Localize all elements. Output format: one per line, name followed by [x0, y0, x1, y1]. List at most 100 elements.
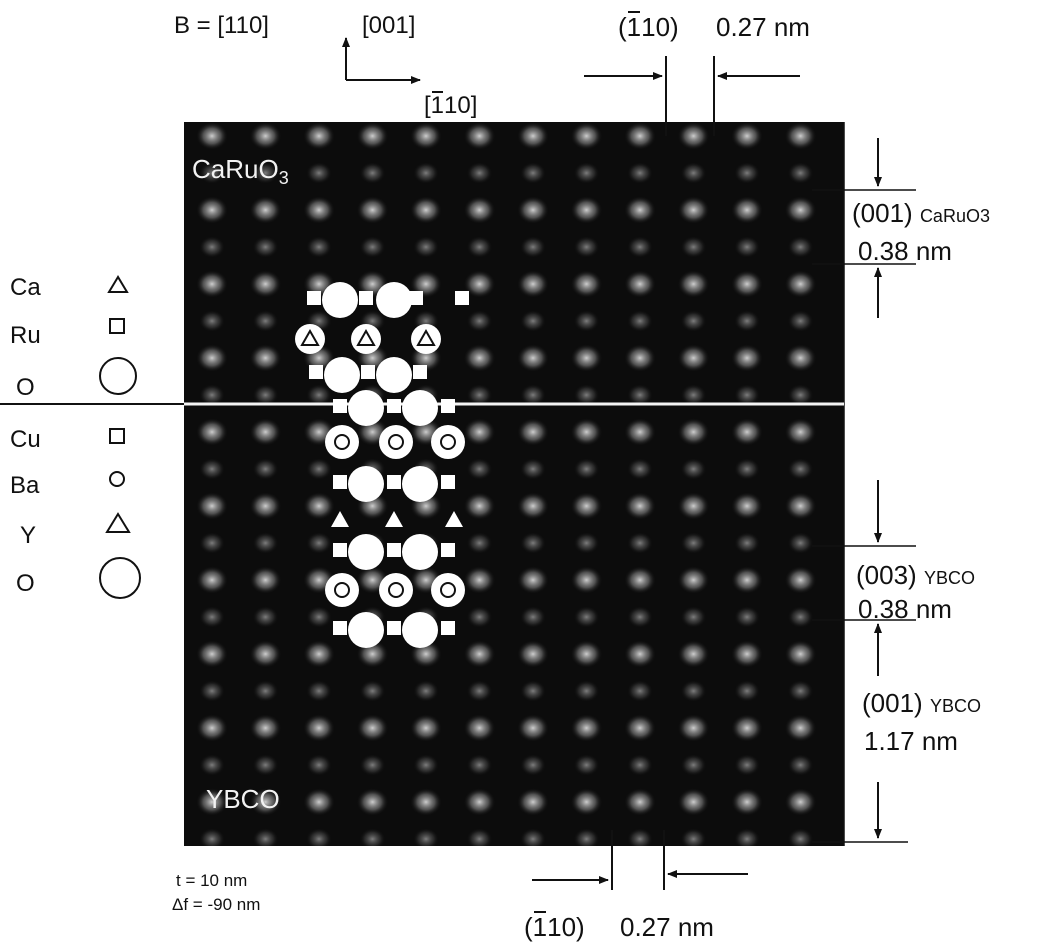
lattice-spot: [466, 680, 493, 702]
lattice-spot: [627, 606, 653, 628]
lattice-spot: [734, 384, 760, 406]
lattice-spot: [570, 566, 603, 594]
lattice-spot: [734, 532, 760, 554]
lattice-spot: [731, 566, 763, 594]
lattice-spot: [252, 532, 279, 554]
lattice-spot: [627, 384, 653, 406]
lattice-spot: [570, 714, 603, 742]
lattice-spot: [517, 492, 549, 520]
lattice-spot: [627, 754, 653, 776]
lattice-spot: [787, 384, 814, 406]
lattice-spot: [680, 236, 707, 258]
lattice-spot: [303, 492, 335, 520]
lattice-spot: [303, 270, 335, 298]
lattice-spot: [573, 606, 600, 628]
lattice-spot: [196, 788, 228, 816]
lattice-spot: [466, 458, 493, 480]
lattice-spot: [734, 606, 760, 628]
lattice-spot: [520, 458, 546, 480]
lattice-spot: [627, 680, 653, 702]
lattice-spot: [410, 566, 442, 594]
lattice-spot: [677, 640, 710, 668]
y-triangle-icon: [105, 512, 131, 533]
lattice-spot: [573, 310, 600, 332]
lattice-spot: [787, 236, 814, 258]
lattice-spot: [731, 270, 763, 298]
lattice-spot: [784, 788, 817, 816]
lattice-spot: [252, 162, 279, 184]
lattice-spot: [410, 492, 442, 520]
lattice-spot: [356, 492, 389, 520]
lattice-spot: [359, 236, 386, 258]
lattice-spot: [731, 344, 763, 372]
top-spacing-value: 0.27 nm: [716, 12, 810, 42]
lattice-spot: [624, 788, 656, 816]
lattice-spot: [734, 310, 760, 332]
lattice-spot: [784, 492, 817, 520]
lattice-spot: [356, 122, 389, 150]
lattice-spot: [624, 418, 656, 446]
lattice-spot: [466, 384, 493, 406]
lattice-spot: [199, 754, 225, 776]
lattice-spot: [787, 532, 814, 554]
lattice-spot: [413, 532, 439, 554]
lattice-spot: [306, 384, 332, 406]
lattice-spot: [680, 310, 707, 332]
lattice-spot: [463, 640, 496, 668]
lattice-spot: [677, 566, 710, 594]
lattice-spot: [252, 606, 279, 628]
lattice-spot: [463, 344, 496, 372]
lattice-spot: [413, 458, 439, 480]
lattice-spot: [680, 458, 707, 480]
ybco-layer-label: YBCO: [206, 784, 280, 814]
lattice-spot: [627, 532, 653, 554]
lattice-spot: [356, 418, 389, 446]
lattice-spot: [787, 754, 814, 776]
lattice-spot: [410, 788, 442, 816]
top-plane-label: (110): [618, 11, 679, 42]
lattice-spot: [359, 606, 386, 628]
lattice-spot: [573, 458, 600, 480]
lattice-spot: [359, 828, 386, 846]
lattice-spot: [466, 532, 493, 554]
lattice-spot: [199, 828, 225, 846]
lattice-spot: [413, 828, 439, 846]
lattice-spot: [520, 680, 546, 702]
lattice-spot: [199, 236, 225, 258]
lattice-spot: [573, 532, 600, 554]
lattice-spot: [463, 492, 496, 520]
lattice-spot: [784, 714, 817, 742]
lattice-spot: [249, 122, 282, 150]
lattice-spot: [199, 606, 225, 628]
lattice-spot: [196, 566, 228, 594]
lattice-spot: [731, 788, 763, 816]
lattice-spot: [677, 344, 710, 372]
lattice-spot: [356, 566, 389, 594]
lattice-spot: [624, 566, 656, 594]
lattice-spot: [196, 270, 228, 298]
lattice-spot: [520, 162, 546, 184]
lattice-spot: [410, 714, 442, 742]
lattice-spot: [466, 236, 493, 258]
caruo3-layer-label: CaRuO3: [192, 154, 289, 188]
lattice-spot: [199, 310, 225, 332]
lattice-spot: [624, 492, 656, 520]
lattice-spot: [731, 196, 763, 224]
lattice-spot: [734, 754, 760, 776]
lattice-spot: [356, 270, 389, 298]
lattice-image: [196, 122, 817, 846]
lattice-spot: [784, 270, 817, 298]
lattice-spot: [196, 122, 228, 150]
lattice-spot: [520, 310, 546, 332]
lattice-spot: [359, 532, 386, 554]
lattice-spot: [196, 196, 228, 224]
lattice-spot: [252, 384, 279, 406]
lattice-spot: [306, 680, 332, 702]
lattice-spot: [787, 458, 814, 480]
lattice-spot: [784, 640, 817, 668]
lattice-spot: [306, 236, 332, 258]
lattice-spot: [680, 754, 707, 776]
lattice-spot: [306, 310, 332, 332]
lattice-spot: [573, 236, 600, 258]
